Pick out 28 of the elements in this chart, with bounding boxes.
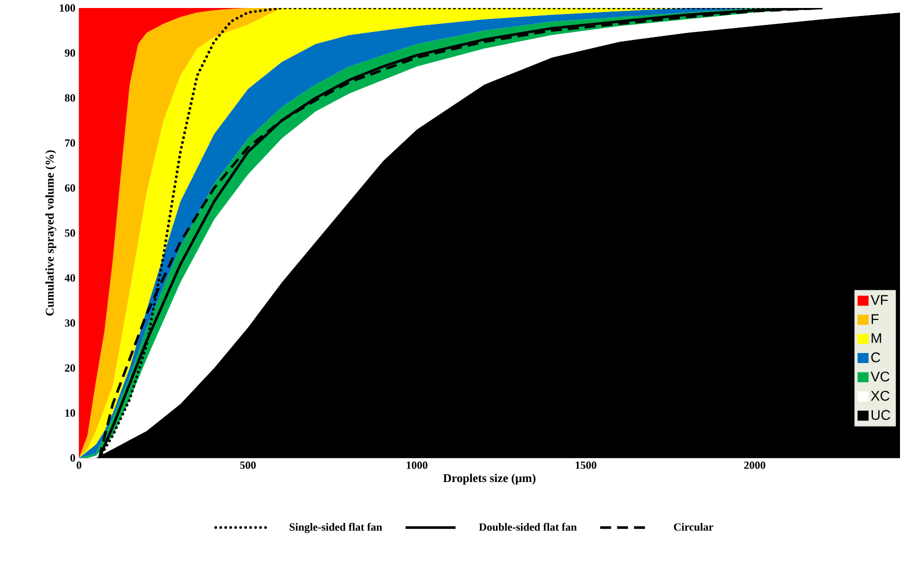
x-axis-title: Droplets size (µm) [443,474,536,485]
y-axis-title: Cumulative sprayed volume (%) [45,150,56,316]
y-tick-label: 70 [65,139,76,147]
x-tick-label: 500 [240,462,256,469]
y-tick-label: 20 [64,364,76,372]
legend-label: M [872,333,882,343]
legend-label: VF [870,295,888,305]
legend-label: F [872,314,879,324]
y-tick-label: 60 [64,184,76,192]
y-tick-label: 100 [60,4,76,12]
legend-label: UC [872,410,890,420]
y-tick-label: 30 [64,319,76,327]
legend-label: XC [870,390,890,401]
legend-label: Single-sided flat fan [290,522,382,534]
x-tick-label: 2000 [744,462,766,469]
y-tick-label: 0 [70,454,76,462]
y-tick-label: 40 [64,274,76,282]
legend-label: Double-sided flat fan [479,522,577,531]
x-tick-label: 0 [76,462,82,469]
x-tick-label: 1000 [406,462,428,469]
y-tick-label: 10 [65,409,76,417]
y-tick-label: 50 [64,229,76,237]
y-tick-label: 80 [64,94,76,102]
y-tick-label: 90 [64,49,76,57]
legend-label: C [871,352,880,362]
legend-label: Circular [674,522,714,531]
legend-label: VC [870,372,890,382]
x-tick-label: 1500 [576,462,596,469]
